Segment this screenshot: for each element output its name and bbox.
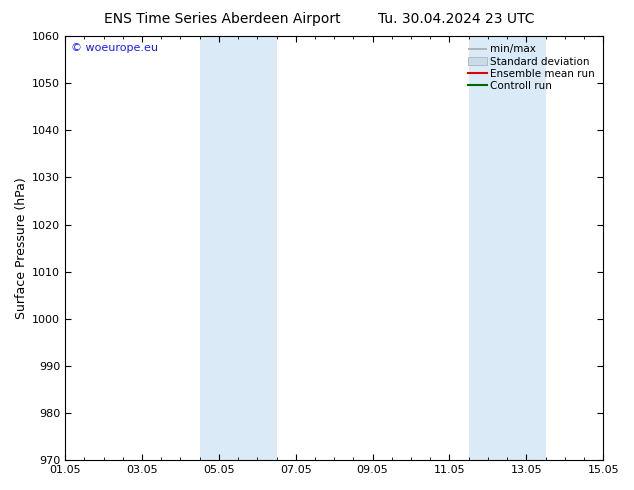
Bar — [469, 36, 545, 460]
Text: ENS Time Series Aberdeen Airport: ENS Time Series Aberdeen Airport — [103, 12, 340, 26]
Legend: min/max, Standard deviation, Ensemble mean run, Controll run: min/max, Standard deviation, Ensemble me… — [465, 41, 598, 94]
Text: © woeurope.eu: © woeurope.eu — [70, 43, 157, 52]
Bar — [200, 36, 276, 460]
Text: Tu. 30.04.2024 23 UTC: Tu. 30.04.2024 23 UTC — [378, 12, 534, 26]
Y-axis label: Surface Pressure (hPa): Surface Pressure (hPa) — [15, 177, 28, 319]
